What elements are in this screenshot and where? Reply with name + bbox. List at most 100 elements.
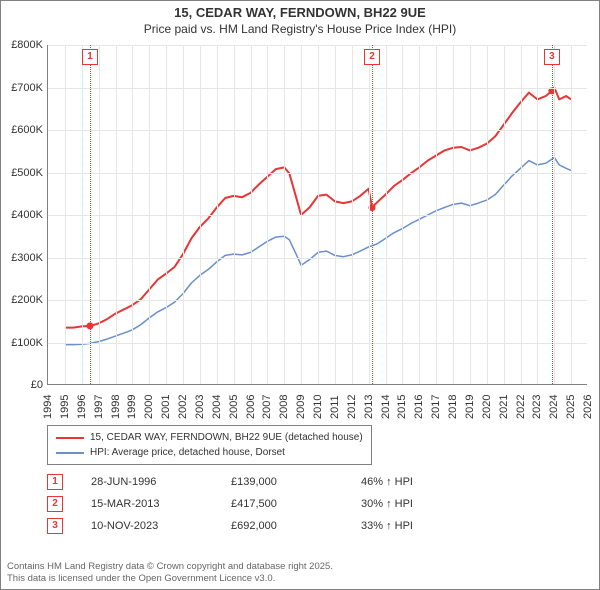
gridline-vertical (132, 45, 133, 384)
attribution: Contains HM Land Registry data © Crown c… (7, 561, 333, 585)
gridline-vertical (217, 45, 218, 384)
address-title: 15, CEDAR WAY, FERNDOWN, BH22 9UE (1, 5, 599, 22)
x-axis-label: 2019 (464, 395, 476, 419)
gridline-vertical (453, 45, 454, 384)
x-axis-label: 1999 (126, 395, 138, 419)
gridline-vertical (301, 45, 302, 384)
x-axis-label: 2016 (413, 395, 425, 419)
gridline-vertical (554, 45, 555, 384)
x-axis-label: 1997 (93, 395, 105, 419)
gridline-vertical (234, 45, 235, 384)
transaction-marker-badge: 3 (544, 49, 560, 65)
transaction-marker-line (90, 45, 91, 384)
x-axis-label: 1998 (110, 395, 122, 419)
transaction-price: £139,000 (231, 476, 361, 488)
gridline-vertical (470, 45, 471, 384)
gridline-vertical (183, 45, 184, 384)
gridline-vertical (200, 45, 201, 384)
transaction-vs-hpi: 33% ↑ HPI (361, 520, 413, 532)
gridline-vertical (116, 45, 117, 384)
gridline-vertical (267, 45, 268, 384)
transaction-price: £417,500 (231, 498, 361, 510)
transaction-row: 1 28-JUN-1996 £139,000 46% ↑ HPI (47, 471, 413, 493)
gridline-vertical (82, 45, 83, 384)
x-axis-label: 2026 (582, 395, 594, 419)
gridline-vertical (386, 45, 387, 384)
x-axis-label: 2010 (312, 395, 324, 419)
x-axis-label: 2013 (363, 395, 375, 419)
x-axis-label: 2024 (548, 395, 560, 419)
gridline-vertical (251, 45, 252, 384)
x-axis-label: 2025 (565, 395, 577, 419)
attribution-line-1: Contains HM Land Registry data © Crown c… (7, 561, 333, 573)
transaction-row: 2 15-MAR-2013 £417,500 30% ↑ HPI (47, 493, 413, 515)
x-axis-label: 2002 (177, 395, 189, 419)
x-axis-label: 2018 (447, 395, 459, 419)
x-axis-label: 2001 (160, 395, 172, 419)
plot-region: 123 (47, 45, 587, 385)
gridline-vertical (571, 45, 572, 384)
transaction-date: 10-NOV-2023 (91, 520, 231, 532)
gridline-vertical (166, 45, 167, 384)
transactions-table: 1 28-JUN-1996 £139,000 46% ↑ HPI 2 15-MA… (47, 471, 413, 537)
chart-subtitle: Price paid vs. HM Land Registry's House … (1, 22, 599, 38)
x-axis-label: 2008 (278, 395, 290, 419)
house-price-chart-page: 15, CEDAR WAY, FERNDOWN, BH22 9UE Price … (0, 0, 600, 590)
gridline-vertical (318, 45, 319, 384)
x-axis-label: 2004 (211, 395, 223, 419)
transaction-date: 15-MAR-2013 (91, 498, 231, 510)
gridline-vertical (521, 45, 522, 384)
gridline-vertical (65, 45, 66, 384)
gridline-vertical (537, 45, 538, 384)
legend-label-hpi: HPI: Average price, detached house, Dors… (90, 445, 285, 460)
y-axis-label: £600K (0, 124, 43, 136)
x-axis-label: 2017 (430, 395, 442, 419)
legend-item-hpi: HPI: Average price, detached house, Dors… (56, 445, 363, 460)
gridline-vertical (436, 45, 437, 384)
x-axis-label: 2007 (261, 395, 273, 419)
transaction-row: 3 10-NOV-2023 £692,000 33% ↑ HPI (47, 515, 413, 537)
x-axis-label: 1994 (42, 395, 54, 419)
y-axis-label: £0 (0, 379, 43, 391)
y-axis-label: £300K (0, 252, 43, 264)
x-axis-label: 1996 (76, 395, 88, 419)
y-axis-label: £100K (0, 337, 43, 349)
y-axis-label: £400K (0, 209, 43, 221)
x-axis-label: 1995 (59, 395, 71, 419)
transaction-marker-icon: 3 (47, 518, 63, 534)
gridline-vertical (504, 45, 505, 384)
gridline-vertical (335, 45, 336, 384)
y-axis-label: £800K (0, 39, 43, 51)
legend-item-property: 15, CEDAR WAY, FERNDOWN, BH22 9UE (detac… (56, 430, 363, 445)
gridline-vertical (419, 45, 420, 384)
gridline-vertical (352, 45, 353, 384)
transaction-price: £692,000 (231, 520, 361, 532)
y-axis-label: £700K (0, 82, 43, 94)
legend-swatch-hpi (56, 452, 84, 454)
x-axis-label: 2020 (481, 395, 493, 419)
x-axis-label: 2003 (194, 395, 206, 419)
transaction-vs-hpi: 30% ↑ HPI (361, 498, 413, 510)
x-axis-label: 2005 (228, 395, 240, 419)
x-axis-label: 2022 (515, 395, 527, 419)
transaction-marker-line (552, 45, 553, 384)
gridline-vertical (402, 45, 403, 384)
gridline-vertical (149, 45, 150, 384)
legend-label-property: 15, CEDAR WAY, FERNDOWN, BH22 9UE (detac… (90, 430, 363, 445)
x-axis-label: 2012 (346, 395, 358, 419)
y-axis-label: £200K (0, 294, 43, 306)
x-axis-label: 2000 (143, 395, 155, 419)
gridline-vertical (487, 45, 488, 384)
gridline-vertical (284, 45, 285, 384)
transaction-marker-line (372, 45, 373, 384)
gridline-vertical (369, 45, 370, 384)
legend: 15, CEDAR WAY, FERNDOWN, BH22 9UE (detac… (47, 425, 372, 465)
x-axis-label: 2023 (531, 395, 543, 419)
legend-swatch-property (56, 437, 84, 439)
y-axis-label: £500K (0, 167, 43, 179)
gridline-vertical (99, 45, 100, 384)
x-axis-label: 2006 (245, 395, 257, 419)
transaction-marker-badge: 2 (364, 49, 380, 65)
transaction-marker-icon: 2 (47, 496, 63, 512)
x-axis-label: 2021 (498, 395, 510, 419)
